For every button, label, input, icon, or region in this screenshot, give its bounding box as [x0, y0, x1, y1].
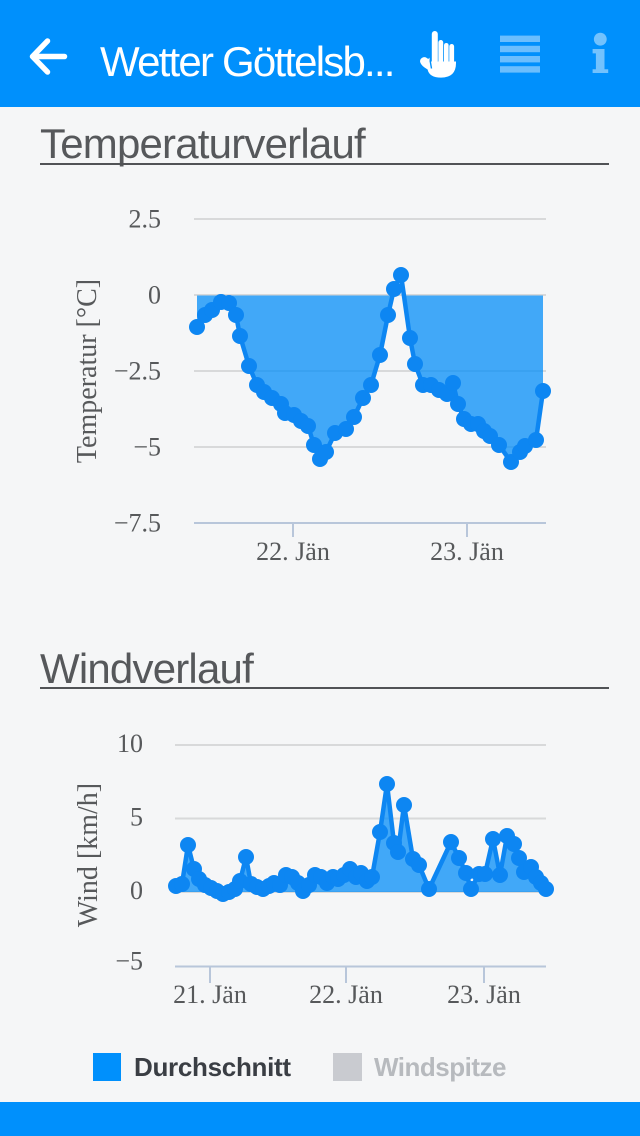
svg-text:0: 0 [130, 876, 143, 905]
svg-text:−7.5: −7.5 [114, 509, 161, 538]
svg-text:0: 0 [148, 281, 161, 310]
svg-text:5: 5 [130, 803, 143, 832]
svg-text:2.5: 2.5 [129, 205, 162, 234]
svg-text:22. Jän: 22. Jän [256, 537, 330, 566]
svg-text:−5: −5 [115, 947, 143, 976]
svg-text:Wind [km/h]: Wind [km/h] [73, 783, 104, 927]
svg-text:21. Jän: 21. Jän [173, 980, 247, 1009]
svg-text:23. Jän: 23. Jän [447, 980, 521, 1009]
svg-text:Temperatur [°C]: Temperatur [°C] [72, 279, 103, 463]
svg-text:−2.5: −2.5 [114, 357, 161, 386]
svg-text:22. Jän: 22. Jän [309, 980, 383, 1009]
svg-text:23. Jän: 23. Jän [430, 537, 504, 566]
svg-text:10: 10 [117, 729, 143, 758]
svg-text:−5: −5 [133, 433, 161, 462]
